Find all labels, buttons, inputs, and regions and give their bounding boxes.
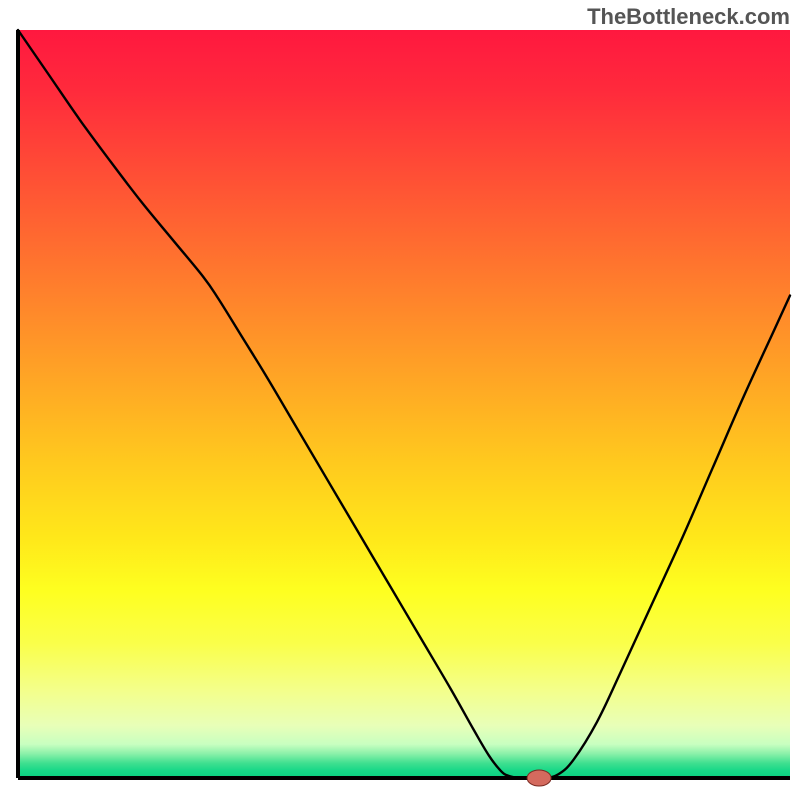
bottleneck-chart — [0, 0, 800, 800]
chart-container: { "watermark": "TheBottleneck.com", "cha… — [0, 0, 800, 800]
watermark-text: TheBottleneck.com — [587, 4, 790, 30]
plot-background — [18, 30, 790, 778]
optimum-marker — [527, 770, 551, 786]
